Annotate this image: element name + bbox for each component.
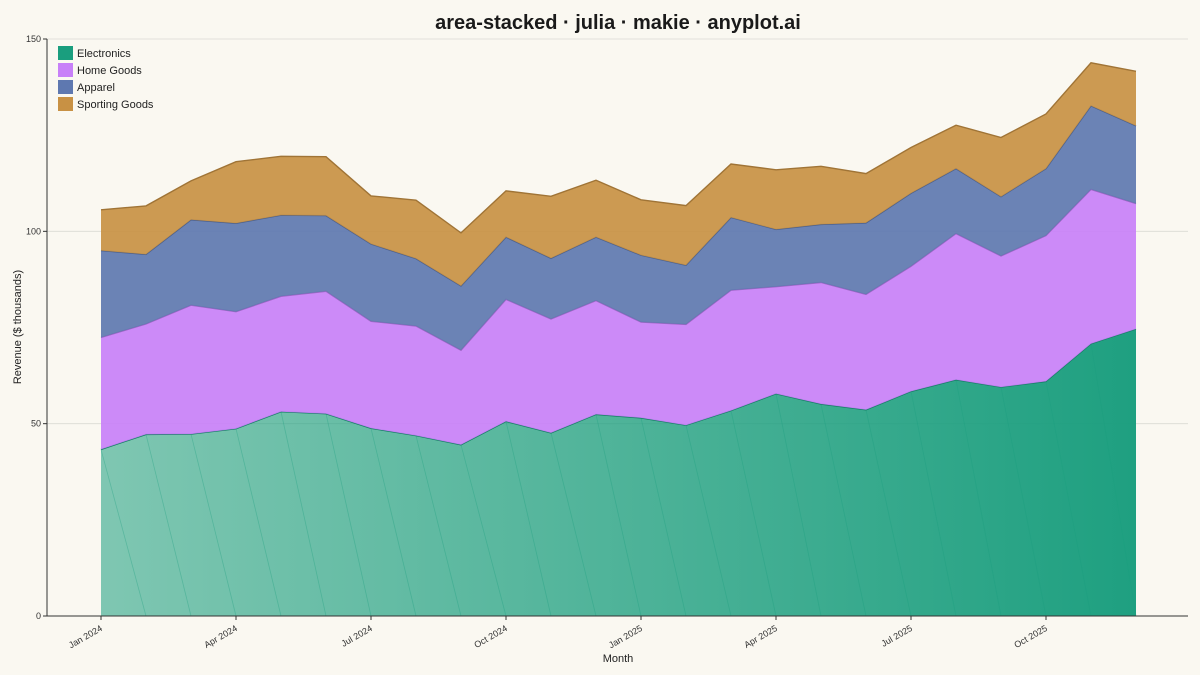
x-tick-label: Apr 2025 (742, 623, 779, 650)
area-home-goods (101, 189, 1136, 450)
area-mesh-line (775, 393, 822, 617)
area-mesh-line (955, 379, 1002, 617)
x-tick-label: Oct 2025 (1012, 623, 1049, 650)
area-mesh-line (235, 428, 282, 617)
area-mesh-line (460, 444, 507, 617)
area-electronics (101, 329, 1136, 616)
x-tick-label: Apr 2024 (202, 623, 239, 650)
legend-label-electronics: Electronics (77, 48, 131, 60)
x-tick-label: Jan 2025 (607, 623, 644, 650)
area-mesh-line (550, 432, 597, 617)
area-mesh-line (280, 411, 327, 617)
area-mesh-line (370, 428, 417, 617)
x-tick-label: Jan 2024 (67, 623, 104, 650)
area-mesh-line (1000, 387, 1047, 617)
area-sporting-goods (101, 62, 1136, 286)
area-mesh-line (730, 410, 777, 617)
stacked-areas (100, 62, 1137, 617)
area-apparel (101, 105, 1136, 351)
area-mesh-line (100, 449, 147, 617)
area-mesh-line (640, 417, 687, 617)
area-mesh-line (685, 425, 732, 617)
legend-swatch-electronics (58, 46, 73, 60)
area-mesh-line (820, 403, 867, 617)
area-mesh-line (910, 391, 957, 617)
area-mesh-line (1090, 343, 1137, 617)
area-mesh-line (190, 433, 237, 617)
legend-label-sporting-goods: Sporting Goods (77, 99, 154, 111)
legend-swatch-home-goods (58, 63, 73, 77)
x-axis-title: Month (603, 653, 634, 665)
legend-swatch-sporting-goods (58, 97, 73, 111)
x-tick-label: Oct 2024 (472, 623, 509, 650)
y-tick-label: 150 (26, 34, 41, 44)
y-axis-title: Revenue ($ thousands) (12, 270, 24, 384)
legend-swatch-apparel (58, 80, 73, 94)
chart-title: area-stacked · julia · makie · anyplot.a… (435, 12, 801, 34)
legend-label-home-goods: Home Goods (77, 65, 142, 77)
area-mesh-line (1045, 381, 1092, 617)
x-tick-label: Jul 2024 (340, 623, 374, 649)
area-mesh-line (325, 413, 372, 617)
y-tick-label: 100 (26, 226, 41, 236)
area-mesh-line (415, 435, 462, 617)
area-mesh-line (595, 414, 642, 617)
y-tick-label: 50 (31, 419, 41, 429)
legend-label-apparel: Apparel (77, 82, 115, 94)
area-mesh-line (145, 434, 192, 617)
y-tick-label: 0 (36, 611, 41, 621)
x-tick-label: Jul 2025 (880, 623, 914, 649)
legend: Electronics Home Goods Apparel Sporting Goo… (58, 46, 154, 111)
area-mesh-line (865, 409, 912, 617)
line-sporting-goods (100, 62, 1137, 234)
area-mesh-line (505, 421, 552, 617)
